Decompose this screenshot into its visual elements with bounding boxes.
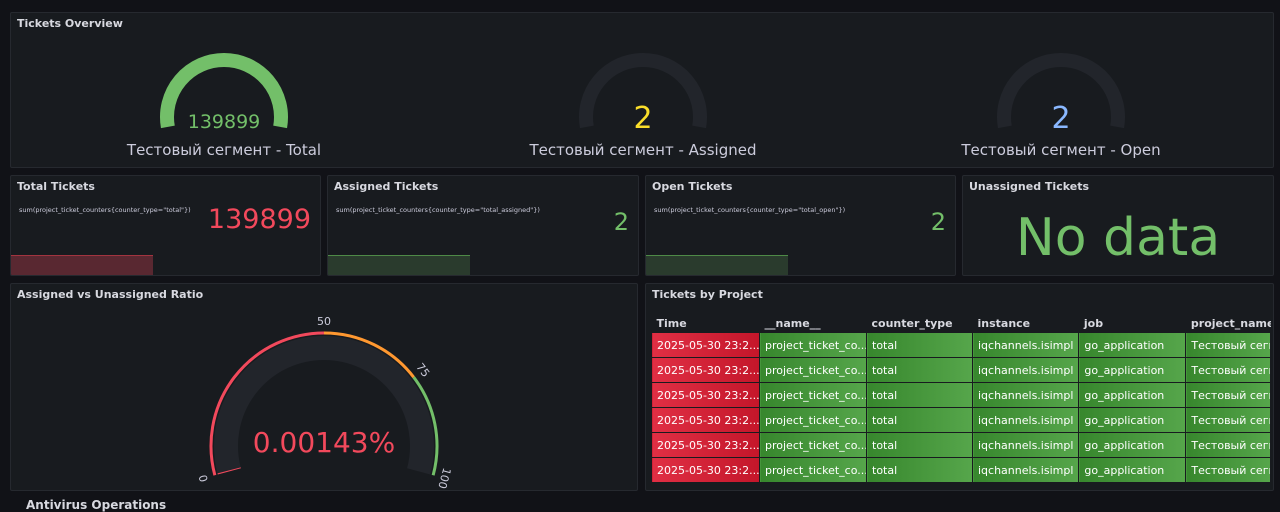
- table-cell: total: [867, 458, 973, 483]
- table-cell: project_ticket_co...: [760, 433, 867, 458]
- stat-panel: Unassigned Tickets No data: [962, 175, 1274, 276]
- table-cell: iqchannels.isimpl: [973, 358, 1079, 383]
- stat-value: No data: [963, 208, 1273, 268]
- table-cell: total: [867, 333, 973, 358]
- table-panel: Tickets by Project Time__name__counter_t…: [645, 283, 1274, 491]
- section-title[interactable]: Antivirus Operations: [26, 498, 166, 512]
- table-cell: 2025-05-30 23:2...: [652, 458, 760, 483]
- stat-panel: Open Tickets sum(project_ticket_counters{…: [645, 175, 956, 276]
- column-header: project_name: [1186, 314, 1271, 333]
- table-cell: project_ticket_co...: [760, 408, 867, 433]
- table-cell: project_ticket_co...: [760, 358, 867, 383]
- gauge-value: 2: [1051, 101, 1070, 136]
- panel-title: Unassigned Tickets: [969, 180, 1089, 193]
- table-cell: iqchannels.isimpl: [973, 408, 1079, 433]
- column-header: __name__: [760, 314, 867, 333]
- table-cell: go_application: [1079, 333, 1186, 358]
- table-cell: Тестовый сегме: [1186, 458, 1271, 483]
- query: sum(project_ticket_counters{counter_type…: [19, 206, 191, 214]
- table-cell: Тестовый сегме: [1186, 333, 1271, 358]
- table-cell: 2025-05-30 23:2...: [652, 358, 760, 383]
- table-cell: total: [867, 358, 973, 383]
- gauge-tick-label: 0: [197, 473, 211, 483]
- table-cell: 2025-05-30 23:2...: [652, 333, 760, 358]
- column-header: instance: [973, 314, 1079, 333]
- column-header: counter_type: [867, 314, 973, 333]
- table-cell: go_application: [1079, 408, 1186, 433]
- gauge-label: Тестовый сегмент - Assigned: [529, 141, 757, 159]
- table-cell: go_application: [1079, 383, 1186, 408]
- table-row: 2025-05-30 23:2...project_ticket_co...to…: [652, 433, 1271, 458]
- gauge-value: 2: [633, 101, 652, 136]
- stat-panel: Total Tickets sum(project_ticket_counters…: [10, 175, 321, 276]
- stat-panel: Assigned Tickets sum(project_ticket_count…: [327, 175, 639, 276]
- ratio-gauge: 0 50 75 100 0.00143%: [11, 284, 638, 491]
- panel-title: Tickets by Project: [652, 288, 763, 301]
- table-cell: Тестовый сегме: [1186, 383, 1271, 408]
- table-row: 2025-05-30 23:2...project_ticket_co...to…: [652, 333, 1271, 358]
- sparkline: [11, 255, 153, 275]
- table-cell: project_ticket_co...: [760, 333, 867, 358]
- table-row: 2025-05-30 23:2...project_ticket_co...to…: [652, 408, 1271, 433]
- stat-value: 2: [614, 208, 629, 236]
- table-cell: go_application: [1079, 358, 1186, 383]
- column-header: Time: [652, 314, 760, 333]
- gauge-tick-label: 50: [317, 315, 331, 328]
- panel-title: Open Tickets: [652, 180, 732, 193]
- panel-title: Assigned Tickets: [334, 180, 438, 193]
- gauge-value: 139899: [188, 111, 261, 133]
- table-cell: project_ticket_co...: [760, 383, 867, 408]
- query: sum(project_ticket_counters{counter_type…: [336, 206, 540, 214]
- gauge-label: Тестовый сегмент - Total: [126, 141, 321, 159]
- table-row: 2025-05-30 23:2...project_ticket_co...to…: [652, 458, 1271, 483]
- table-cell: total: [867, 433, 973, 458]
- table-cell: 2025-05-30 23:2...: [652, 408, 760, 433]
- overview-gauges: 139899 Тестовый сегмент - Total 2 Тестовый …: [11, 13, 1274, 168]
- table-cell: Тестовый сегме: [1186, 358, 1271, 383]
- table-cell: Тестовый сегме: [1186, 408, 1271, 433]
- gauge-tick-label: 100: [435, 466, 453, 490]
- table-cell: project_ticket_co...: [760, 458, 867, 483]
- table-cell: iqchannels.isimpl: [973, 383, 1079, 408]
- column-header: job: [1079, 314, 1186, 333]
- table-cell: 2025-05-30 23:2...: [652, 433, 760, 458]
- stat-value: 139899: [208, 204, 311, 235]
- table-cell: Тестовый сегме: [1186, 433, 1271, 458]
- stat-value: 2: [931, 208, 946, 236]
- table-cell: go_application: [1079, 433, 1186, 458]
- sparkline: [646, 255, 788, 275]
- table-row: 2025-05-30 23:2...project_ticket_co...to…: [652, 383, 1271, 408]
- table-row: 2025-05-30 23:2...project_ticket_co...to…: [652, 358, 1271, 383]
- gauge-label: Тестовый сегмент - Open: [960, 141, 1160, 159]
- table-cell: iqchannels.isimpl: [973, 433, 1079, 458]
- table-cell: iqchannels.isimpl: [973, 333, 1079, 358]
- table-cell: total: [867, 383, 973, 408]
- gauge-value: 0.00143%: [253, 426, 395, 459]
- table-cell: 2025-05-30 23:2...: [652, 383, 760, 408]
- panel-title: Total Tickets: [17, 180, 95, 193]
- table-cell: go_application: [1079, 458, 1186, 483]
- query: sum(project_ticket_counters{counter_type…: [654, 206, 845, 214]
- table-cell: iqchannels.isimpl: [973, 458, 1079, 483]
- sparkline: [328, 255, 470, 275]
- table-cell: total: [867, 408, 973, 433]
- gauge-tick-label: 75: [413, 361, 432, 380]
